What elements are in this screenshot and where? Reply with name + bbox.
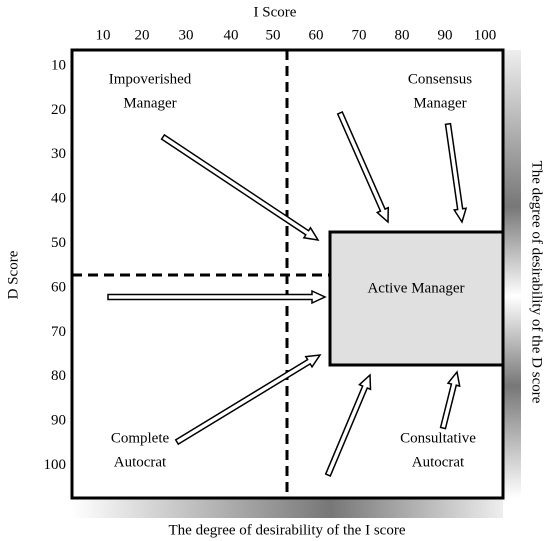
left-tick-label: 50 (51, 235, 66, 251)
arrow (107, 289, 327, 305)
arrow (174, 354, 322, 446)
quadrant-label: Autocrat (114, 454, 167, 470)
arrow (439, 370, 461, 430)
right-gradient (503, 50, 521, 498)
active-manager-box (328, 230, 505, 367)
left-tick-label: 30 (51, 146, 66, 162)
right-label: The degree of desirability of the D scor… (529, 161, 545, 404)
center-label: Active Manager (367, 280, 464, 296)
top-tick-label: 30 (179, 27, 194, 43)
quadrant-label: Consultative (400, 430, 476, 446)
arrow (336, 111, 390, 224)
top-tick-label: 80 (395, 27, 410, 43)
bottom-gradient (72, 498, 503, 518)
quadrant-label: Consensus (408, 71, 472, 87)
quadrant-label: Impoverished (109, 71, 192, 87)
top-tick-label: 100 (474, 27, 497, 43)
top-tick-label: 90 (438, 27, 453, 43)
left-tick-label: 100 (44, 457, 67, 473)
top-tick-label: 70 (352, 27, 367, 43)
left-tick-label: 60 (51, 279, 66, 295)
top-tick-label: 40 (224, 27, 239, 43)
arrow (324, 373, 372, 477)
left-tick-label: 40 (51, 191, 66, 207)
top-tick-label: 50 (266, 27, 281, 43)
left-title: D Score (5, 250, 21, 299)
left-tick-label: 80 (51, 368, 66, 384)
left-tick-label: 90 (51, 413, 66, 429)
quadrant-label: Autocrat (412, 454, 465, 470)
arrow (160, 133, 320, 241)
arrow (444, 122, 468, 224)
bottom-label: The degree of desirability of the I scor… (169, 522, 406, 538)
top-tick-label: 60 (309, 27, 324, 43)
left-tick-label: 70 (51, 324, 66, 340)
quadrant-label: Manager (123, 95, 176, 111)
quadrant-label: Complete (111, 430, 170, 446)
top-tick-label: 10 (96, 27, 111, 43)
top-title: I Score (254, 4, 297, 20)
quadrant-label: Manager (413, 95, 466, 111)
left-tick-label: 10 (51, 57, 66, 73)
top-tick-label: 20 (135, 27, 150, 43)
left-tick-label: 20 (51, 102, 66, 118)
